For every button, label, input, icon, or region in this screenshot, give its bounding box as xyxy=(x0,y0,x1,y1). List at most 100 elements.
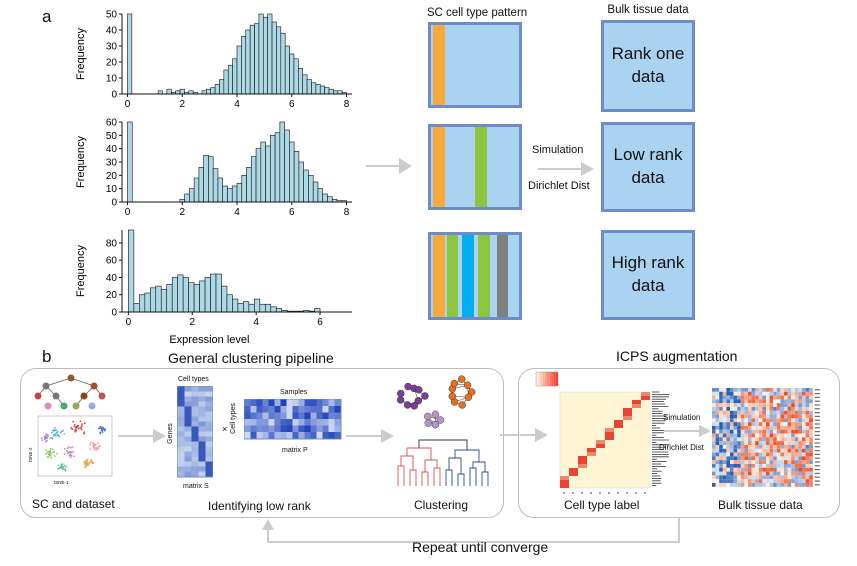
arrow-right-icon xyxy=(366,158,412,174)
genes-label: Genes xyxy=(166,423,174,444)
histogram-bar xyxy=(236,45,242,95)
histogram-bar xyxy=(210,273,217,313)
histogram-bar xyxy=(293,151,300,203)
x-tick-label: 2 xyxy=(179,207,185,218)
histogram-bar xyxy=(250,156,257,203)
x-tick-label: 6 xyxy=(289,99,295,110)
matrix-p xyxy=(244,399,342,440)
y-tick-label: 0 xyxy=(111,308,117,319)
histogram-bar xyxy=(270,306,277,313)
cell-types-label: Cell types xyxy=(178,376,209,383)
histogram-bar xyxy=(193,177,200,203)
general-pipeline-title: General clustering pipeline xyxy=(168,350,334,366)
cell-type-stripe xyxy=(433,127,445,207)
y-tick-label: 0 xyxy=(111,198,117,209)
histogram-bar xyxy=(219,79,225,95)
pattern-title: SC cell type pattern xyxy=(426,7,528,19)
histogram-bar xyxy=(289,53,295,95)
histogram-bar xyxy=(133,303,140,313)
histogram-bar xyxy=(227,188,233,203)
histogram-bar xyxy=(222,185,228,203)
histogram-bar xyxy=(267,13,273,95)
x-axis-label: Expression level xyxy=(169,334,249,346)
arrow-right-icon xyxy=(118,429,166,443)
y-tick-label: 20 xyxy=(106,290,118,301)
histogram-bar xyxy=(322,193,328,203)
histogram-bar xyxy=(231,185,238,203)
histogram-bar xyxy=(166,88,172,95)
bulk-box-rank-one: Rank one data xyxy=(601,20,695,112)
histogram-bar xyxy=(275,308,283,313)
histogram-bar xyxy=(232,298,239,313)
histogram-bar xyxy=(254,298,261,313)
histogram-bar xyxy=(262,16,268,95)
histogram-bar xyxy=(254,23,260,95)
y-axis-label: Frequency xyxy=(75,245,87,297)
histogram-bar xyxy=(293,58,299,95)
histogram-bar xyxy=(215,273,222,313)
bulk-line2: data xyxy=(631,276,665,295)
histogram-bar xyxy=(271,21,277,95)
histogram-bar xyxy=(303,169,309,203)
panel-a-label: a xyxy=(42,7,52,26)
sc-dataset-illustration: tSNE-1 tSNE-2 xyxy=(28,374,113,485)
cell-type-stripe xyxy=(433,25,445,105)
cell-type-heatmap xyxy=(535,371,670,494)
repeat-loop-arrow xyxy=(262,518,680,543)
bulk-line1: Rank one xyxy=(611,44,685,64)
matrix-s-label: matrix S xyxy=(183,483,209,490)
y-tick-label: 40 xyxy=(106,144,118,155)
histogram-bar xyxy=(276,26,282,95)
y-tick-label: 10 xyxy=(106,184,118,195)
histogram-bar xyxy=(274,132,281,203)
histogram-bar xyxy=(298,68,304,95)
histogram-bar xyxy=(248,303,255,313)
tsne-y-label: tSNE-2 xyxy=(28,447,33,462)
bulk-tissue-caption: Bulk tissue data xyxy=(718,498,803,512)
general-pipeline-box xyxy=(20,368,504,518)
times-sign: × xyxy=(222,424,228,434)
histogram-bar xyxy=(328,88,334,95)
y-tick-label: 60 xyxy=(106,118,118,129)
histogram-bar xyxy=(265,145,271,203)
histogram-bar xyxy=(208,156,214,203)
histogram-bar xyxy=(149,287,157,313)
matrix-p-label: matrix P xyxy=(282,447,308,454)
histogram-bar xyxy=(249,24,255,95)
cell-type-stripe xyxy=(497,235,508,317)
x-tick-label: 8 xyxy=(344,207,350,218)
clustering-caption: Clustering xyxy=(414,498,469,512)
simulation-label-b: Simulation xyxy=(663,413,701,422)
histogram-bar xyxy=(237,303,244,313)
bulk-line1: Low rank xyxy=(613,145,683,165)
histogram-bar xyxy=(279,121,285,203)
histogram-bar xyxy=(289,141,295,203)
y-tick-label: 10 xyxy=(106,74,118,85)
samples-label: Samples xyxy=(280,389,308,396)
histogram-bar xyxy=(245,29,251,95)
histogram-bar xyxy=(306,79,312,95)
cell-type-stripe xyxy=(475,127,487,207)
bulk-line2: data xyxy=(631,67,665,86)
icps-box xyxy=(518,368,840,518)
cell-types-axis-label: Cell types xyxy=(229,403,237,434)
histogram-bar xyxy=(327,196,333,203)
histogram-bar xyxy=(258,13,264,95)
histogram-bar xyxy=(246,167,252,203)
histogram-bar xyxy=(232,58,238,95)
y-tick-label: 20 xyxy=(106,58,118,69)
tsne-plot xyxy=(37,415,113,477)
histogram-bar xyxy=(241,175,247,203)
histogram-bar xyxy=(280,32,286,95)
arrow-right-icon xyxy=(346,429,394,443)
histogram-bar xyxy=(127,13,133,95)
y-tick-label: 80 xyxy=(106,238,118,249)
bulk-box-low-rank: Low rank data xyxy=(601,122,695,212)
cell-type-stripe xyxy=(447,235,458,317)
histogram-bar xyxy=(241,36,247,95)
histogram-bar xyxy=(204,277,211,313)
histogram-3: 0 20 40 60 80 0 2 4 6 Frequency Expression level xyxy=(75,229,352,346)
histogram-bar xyxy=(236,183,243,203)
histogram-bar xyxy=(160,289,168,313)
icps-title: ICPS augmentation xyxy=(616,348,738,364)
